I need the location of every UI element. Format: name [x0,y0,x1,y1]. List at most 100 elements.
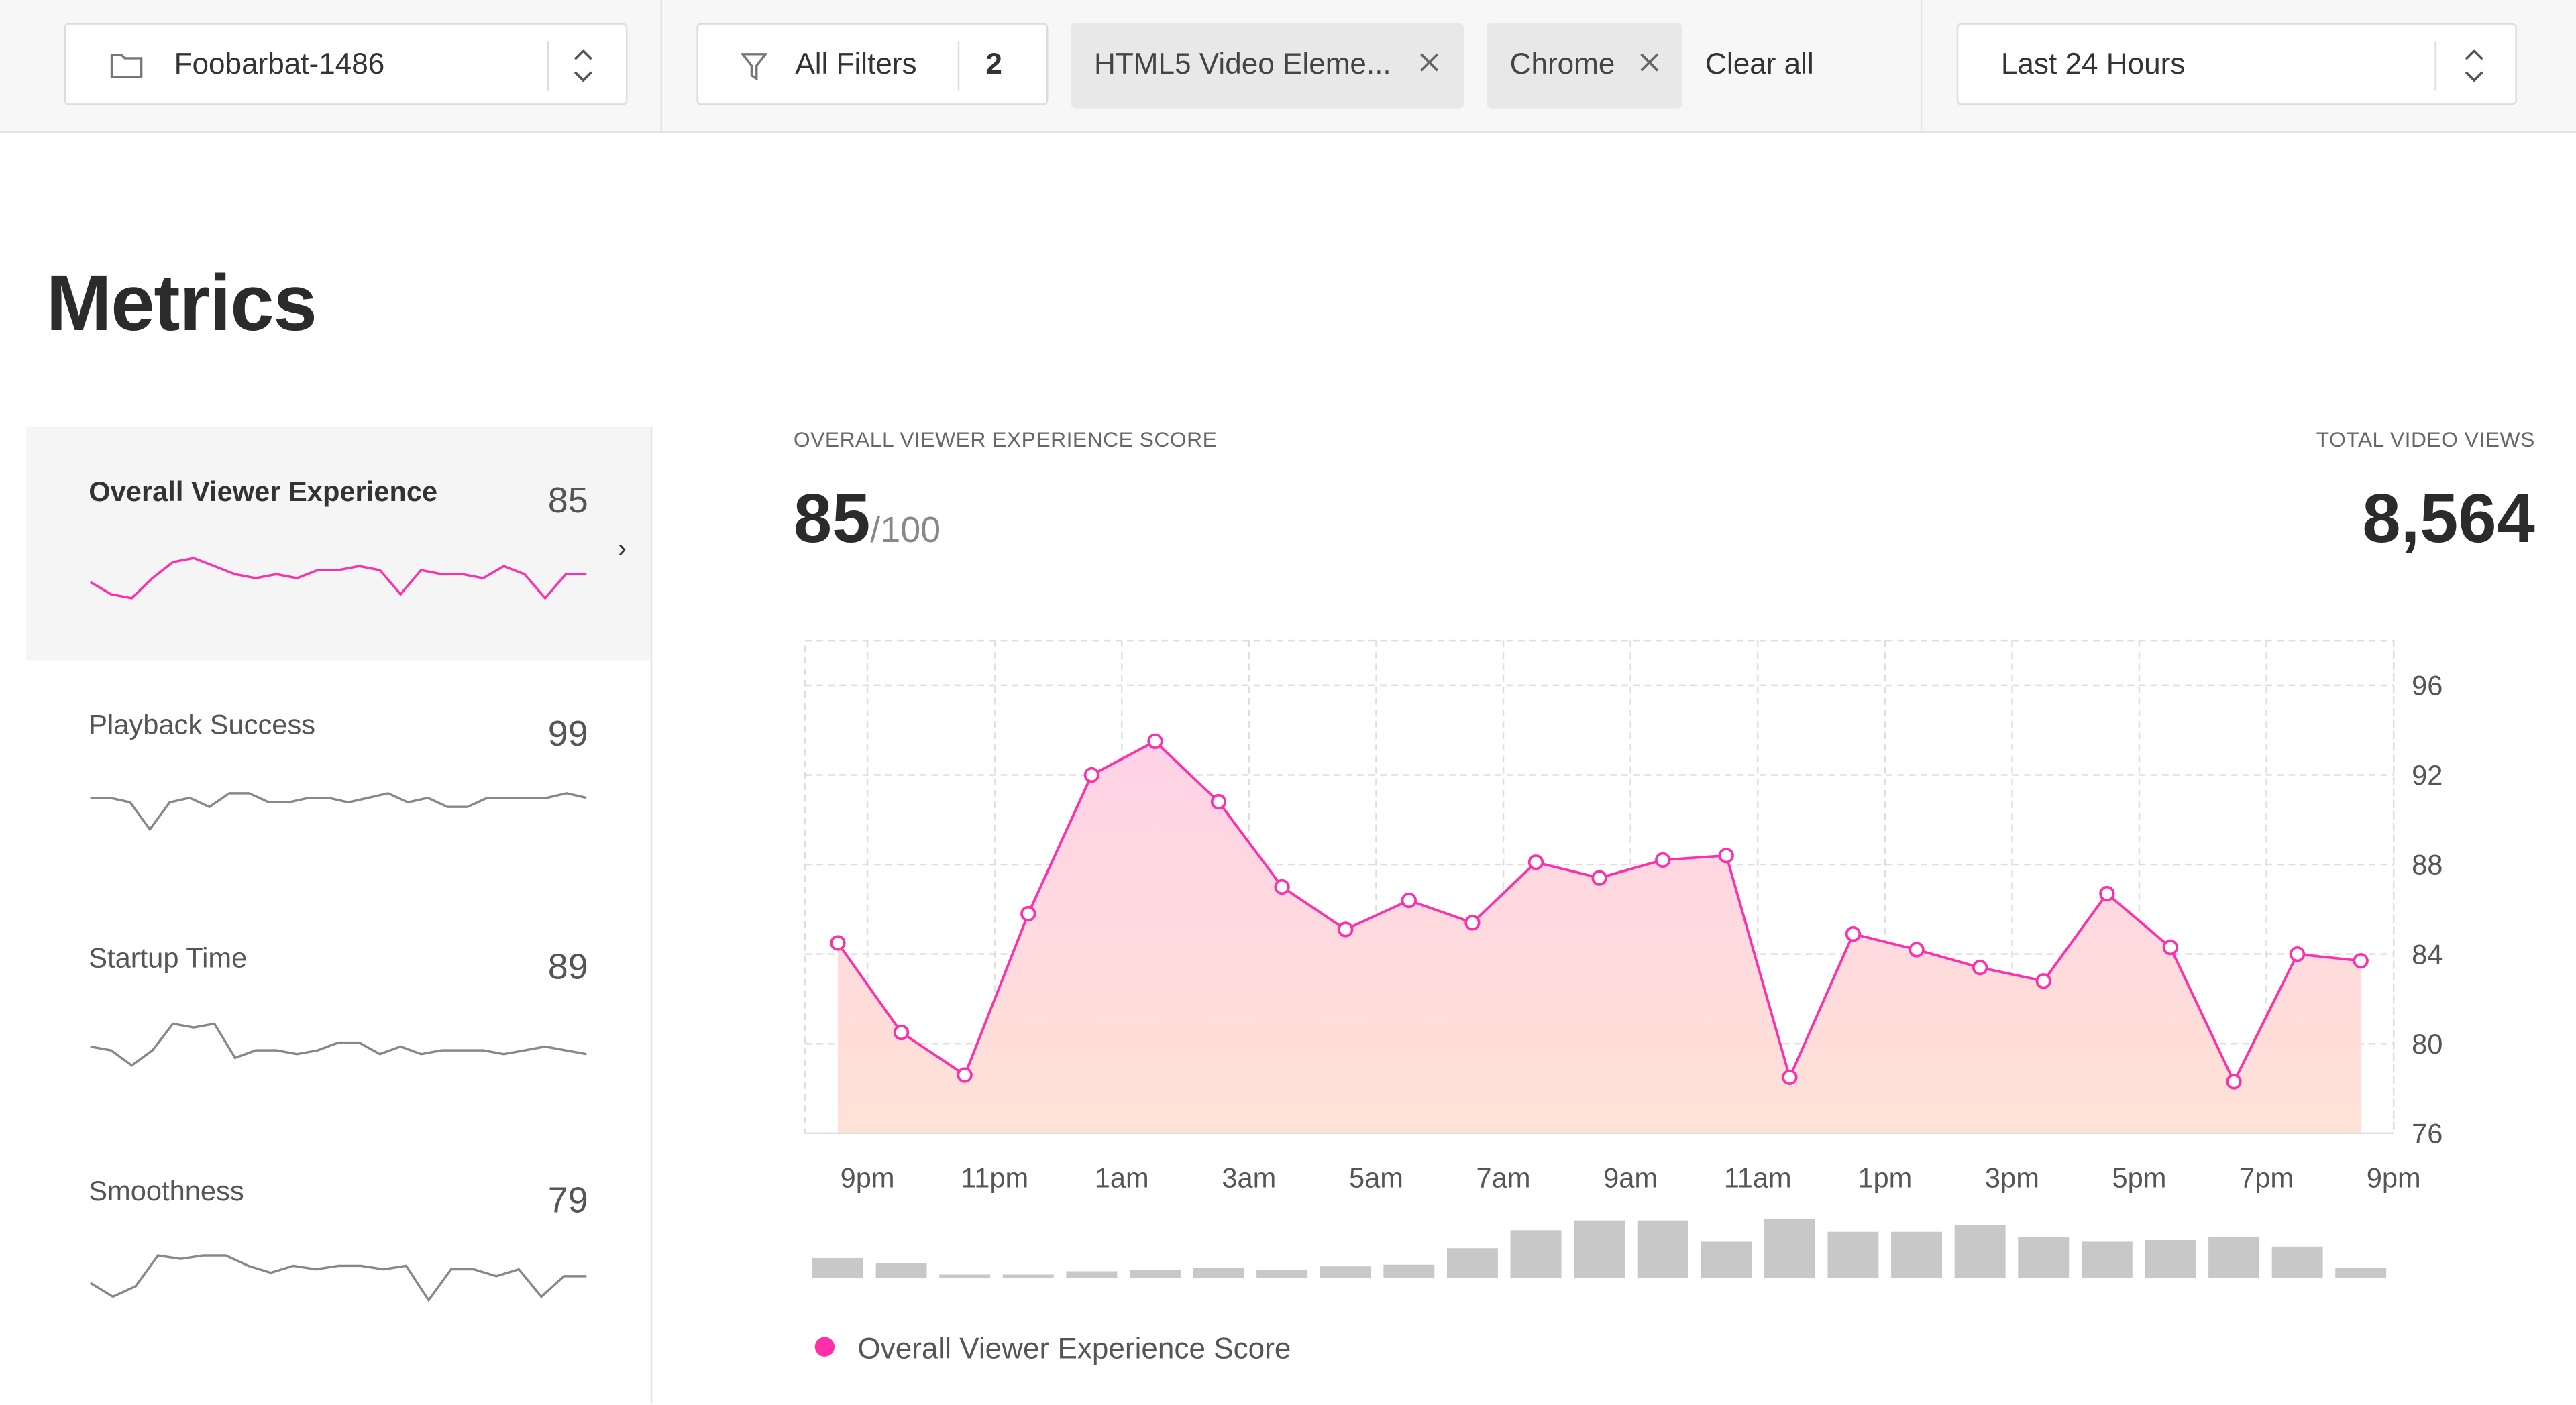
score-point[interactable] [2226,1074,2242,1090]
score-point[interactable] [1338,921,1354,938]
metric-value: 85 [547,480,588,521]
views-bar [812,1257,863,1278]
views-bar [1701,1241,1752,1278]
metric-item-overall-viewer-experience[interactable]: Overall Viewer Experience 85 › [26,427,651,661]
metric-sparkline [89,557,587,600]
score-value: 85 [793,480,871,557]
score-point[interactable] [1464,915,1481,931]
x-tick-label: 9pm [2367,1162,2421,1194]
views-bar [2145,1239,2196,1278]
filter-chip-label: HTML5 Video Eleme... [1094,48,1391,81]
filters-divider [957,41,960,91]
views-bar [2335,1268,2387,1278]
views-caption: TOTAL VIDEO VIEWS [2316,427,2535,452]
score-point[interactable] [1782,1069,1798,1085]
score-point[interactable] [1909,942,1925,958]
score-point[interactable] [2353,953,2369,969]
score-point[interactable] [1401,892,1417,909]
views-bar [1954,1225,2006,1278]
chevron-updown-icon[interactable] [2463,44,2485,87]
all-filters-label: All Filters [795,48,917,81]
sparkline-path [90,792,587,832]
metric-item-smoothness[interactable]: Smoothness 79 [26,1127,651,1360]
chevron-updown-icon[interactable] [572,44,594,87]
list-divider [650,427,653,1404]
project-divider [547,41,549,91]
views-bar [1891,1231,1943,1278]
metric-sparkline [89,1254,587,1302]
score-point[interactable] [1718,848,1734,864]
views-bar [1002,1274,1054,1278]
filter-chip-player[interactable]: HTML5 Video Eleme... [1071,23,1464,109]
x-tick-label: 7am [1477,1162,1531,1194]
metric-value: 99 [547,712,588,754]
x-tick-label: 9am [1603,1162,1658,1194]
sparkline-path [89,557,587,600]
page-title: Metrics [46,261,317,349]
x-tick-label: 5pm [2112,1162,2167,1194]
metrics-list: Overall Viewer Experience 85 › Playback … [26,427,652,1404]
y-tick-label: 96 [2412,670,2443,701]
all-filters-button[interactable]: All Filters 2 [696,23,1049,105]
score-point[interactable] [2289,946,2306,962]
views-bar [1193,1268,1244,1278]
filter-chip-label: Chrome [1509,48,1615,81]
viewer-experience-chart[interactable]: 96 92 88 84 80 76 9pm 11pm 1am 3am 5am 7am 9am 11am 1p… [789,624,2530,1298]
x-tick-label: 7pm [2239,1162,2294,1194]
score-point[interactable] [1210,793,1227,810]
close-icon[interactable] [1638,51,1661,74]
score-point[interactable] [1147,733,1163,750]
score-point[interactable] [1527,854,1544,870]
views-bar [1256,1270,1308,1278]
views-bar [1320,1266,1371,1278]
score-caption: OVERALL VIEWER EXPERIENCE SCORE [793,427,1218,452]
filter-icon [741,53,767,81]
score-point[interactable] [1655,852,1671,868]
views-bar [1129,1270,1181,1278]
metric-value: 79 [547,1179,588,1221]
y-tick-label: 88 [2412,849,2443,881]
views-bar [939,1274,991,1278]
metric-sparkline [90,1022,587,1067]
chart-legend: Overall Viewer Experience Score [814,1332,1291,1366]
score-point[interactable] [1845,925,1862,942]
views-bar [1383,1264,1435,1278]
close-icon[interactable] [1417,51,1440,74]
score-point[interactable] [2099,885,2115,902]
score-point[interactable] [830,935,846,951]
score-point[interactable] [1972,960,1988,976]
score-point[interactable] [1274,879,1290,895]
timeframe-selector[interactable]: Last 24 Hours [1956,23,2517,105]
metric-name: Playback Success [89,709,316,741]
filters-count: 2 [985,48,1002,81]
header-separator [1920,0,1923,131]
metric-item-playback-success[interactable]: Playback Success 99 [26,660,651,893]
sparkline-path [89,1254,587,1302]
score-point[interactable] [1020,905,1036,922]
timeframe-label: Last 24 Hours [2000,48,2186,81]
views-bar [2208,1237,2259,1278]
score-point[interactable] [2162,939,2179,956]
score-point[interactable] [1591,870,1607,886]
score-point[interactable] [957,1067,973,1083]
x-tick-label: 3pm [1985,1162,2039,1194]
views-bar [1827,1231,1879,1278]
x-tick-label: 3am [1222,1162,1276,1194]
score-point[interactable] [1083,767,1099,783]
score-point[interactable] [2035,973,2051,989]
x-tick-label: 9pm [841,1162,895,1194]
project-name: Foobarbat-1486 [174,48,385,81]
views-bar [875,1263,927,1278]
filter-chip-browser[interactable]: Chrome [1487,23,1682,109]
metric-sparkline [90,792,587,832]
metric-item-startup-time[interactable]: Startup Time 89 [26,893,651,1127]
project-selector[interactable]: Foobarbat-1486 [64,23,628,105]
score-point[interactable] [893,1024,910,1041]
views-bar [2271,1246,2323,1278]
score-denominator: /100 [870,509,941,551]
timeframe-divider [2434,41,2436,91]
sparkline-path [90,1022,587,1067]
clear-all-link[interactable]: Clear all [1705,48,1814,81]
score-value-block: 85/100 [794,480,941,559]
